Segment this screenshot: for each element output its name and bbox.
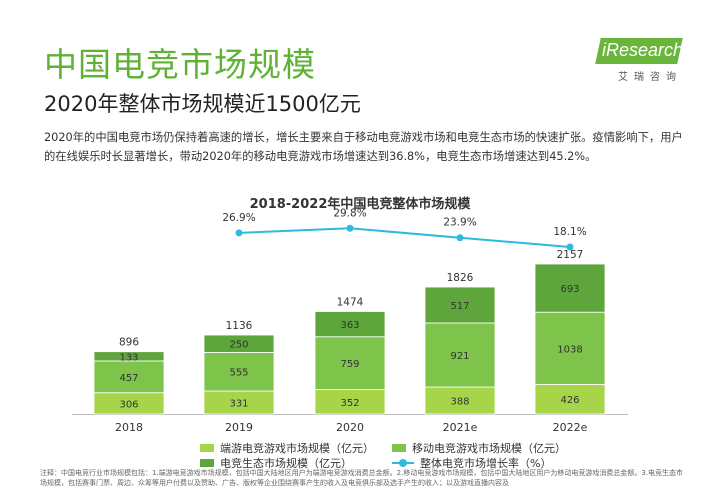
growth-label: 23.9% bbox=[443, 217, 476, 229]
growth-point bbox=[456, 234, 464, 242]
bar-value-mobile: 1038 bbox=[557, 344, 582, 355]
x-tick-label: 2021e bbox=[443, 421, 478, 434]
bar-value-eco: 517 bbox=[450, 301, 469, 312]
logo-brand: iResearch bbox=[602, 40, 684, 60]
bar-value-eco: 250 bbox=[229, 340, 248, 351]
bar-value-mobile: 555 bbox=[229, 368, 248, 379]
growth-point bbox=[566, 243, 574, 251]
chart-title: 2018-2022年中国电竞整体市场规模 bbox=[249, 197, 471, 212]
growth-label: 29.8% bbox=[333, 207, 366, 219]
bar-value-pc: 306 bbox=[119, 399, 138, 410]
bar-segment-mobile bbox=[203, 351, 275, 392]
legend-item-eco: 电竞生态市场规模（亿元） bbox=[200, 455, 352, 471]
bar-value-pc: 331 bbox=[229, 398, 248, 409]
bar-value-pc: 352 bbox=[340, 398, 359, 409]
legend-label-eco: 电竞生态市场规模（亿元） bbox=[220, 457, 352, 470]
bar-segment-pc bbox=[424, 386, 496, 415]
bar-segment-mobile bbox=[424, 322, 496, 388]
growth-label: 26.9% bbox=[222, 212, 255, 224]
legend-label-mobile: 移动电竞游戏市场规模（亿元） bbox=[412, 442, 566, 455]
bar-segment-eco bbox=[534, 263, 606, 313]
bar-segment-mobile bbox=[314, 336, 386, 390]
legend-item-growth: 整体电竞市场增长率（%） bbox=[392, 455, 551, 471]
growth-point bbox=[346, 224, 354, 232]
bar-segment-eco bbox=[93, 351, 165, 362]
bar-segment-mobile bbox=[534, 311, 606, 385]
bar-segment-pc bbox=[534, 383, 606, 415]
legend-label-pc: 端游电竞游戏市场规模（亿元） bbox=[220, 442, 374, 455]
x-tick-label: 2019 bbox=[225, 421, 253, 434]
bar-value-mobile: 759 bbox=[340, 359, 359, 370]
bar-segment-pc bbox=[314, 389, 386, 415]
page-title: 中国电竞市场规模 bbox=[44, 45, 316, 84]
bar-total-label: 2157 bbox=[557, 249, 584, 261]
x-tick-label: 2022e bbox=[553, 421, 588, 434]
bar-value-pc: 388 bbox=[450, 397, 469, 408]
bar-total-label: 1826 bbox=[447, 272, 474, 284]
bar-value-mobile: 921 bbox=[450, 351, 469, 362]
legend-swatch-mobile bbox=[392, 444, 406, 452]
bar-value-eco: 133 bbox=[119, 352, 138, 363]
growth-point bbox=[235, 229, 243, 237]
iresearch-logo: iResearch 艾瑞咨询 bbox=[592, 36, 684, 86]
growth-label: 18.1% bbox=[553, 226, 586, 238]
footnote: 注释：中国电竞行业市场规模包括：1.端游电竞游戏市场规模，包括中国大陆地区用户为… bbox=[40, 469, 684, 487]
bar-value-pc: 426 bbox=[560, 395, 579, 406]
bar-total-label: 1474 bbox=[337, 296, 364, 308]
logo-subtext: 艾瑞咨询 bbox=[618, 72, 682, 83]
bar-total-label: 1136 bbox=[226, 320, 253, 332]
legend-item-pc: 端游电竞游戏市场规模（亿元） bbox=[200, 440, 374, 456]
bar-value-eco: 363 bbox=[340, 320, 359, 331]
legend-swatch-pc bbox=[200, 444, 214, 452]
x-tick-label: 2018 bbox=[115, 421, 143, 434]
legend-swatch-eco bbox=[200, 459, 214, 467]
bar-segment-eco bbox=[314, 311, 386, 338]
legend-item-mobile: 移动电竞游戏市场规模（亿元） bbox=[392, 440, 566, 456]
bar-value-eco: 693 bbox=[560, 284, 579, 295]
bar-segment-eco bbox=[203, 334, 275, 353]
legend-label-growth: 整体电竞市场增长率（%） bbox=[420, 457, 552, 470]
bar-segment-mobile bbox=[93, 360, 165, 394]
description-text: 2020年的中国电竞市场仍保持着高速的增长，增长主要来自于移动电竞游戏市场和电竞… bbox=[44, 131, 683, 163]
bar-segment-eco bbox=[424, 286, 496, 324]
x-tick-label: 2020 bbox=[336, 421, 364, 434]
bar-value-mobile: 457 bbox=[119, 373, 138, 384]
bar-total-label: 896 bbox=[119, 337, 139, 349]
growth-line bbox=[238, 227, 571, 248]
page-subtitle: 2020年整体市场规模近1500亿元 bbox=[44, 92, 361, 116]
legend-line-growth bbox=[392, 459, 414, 467]
